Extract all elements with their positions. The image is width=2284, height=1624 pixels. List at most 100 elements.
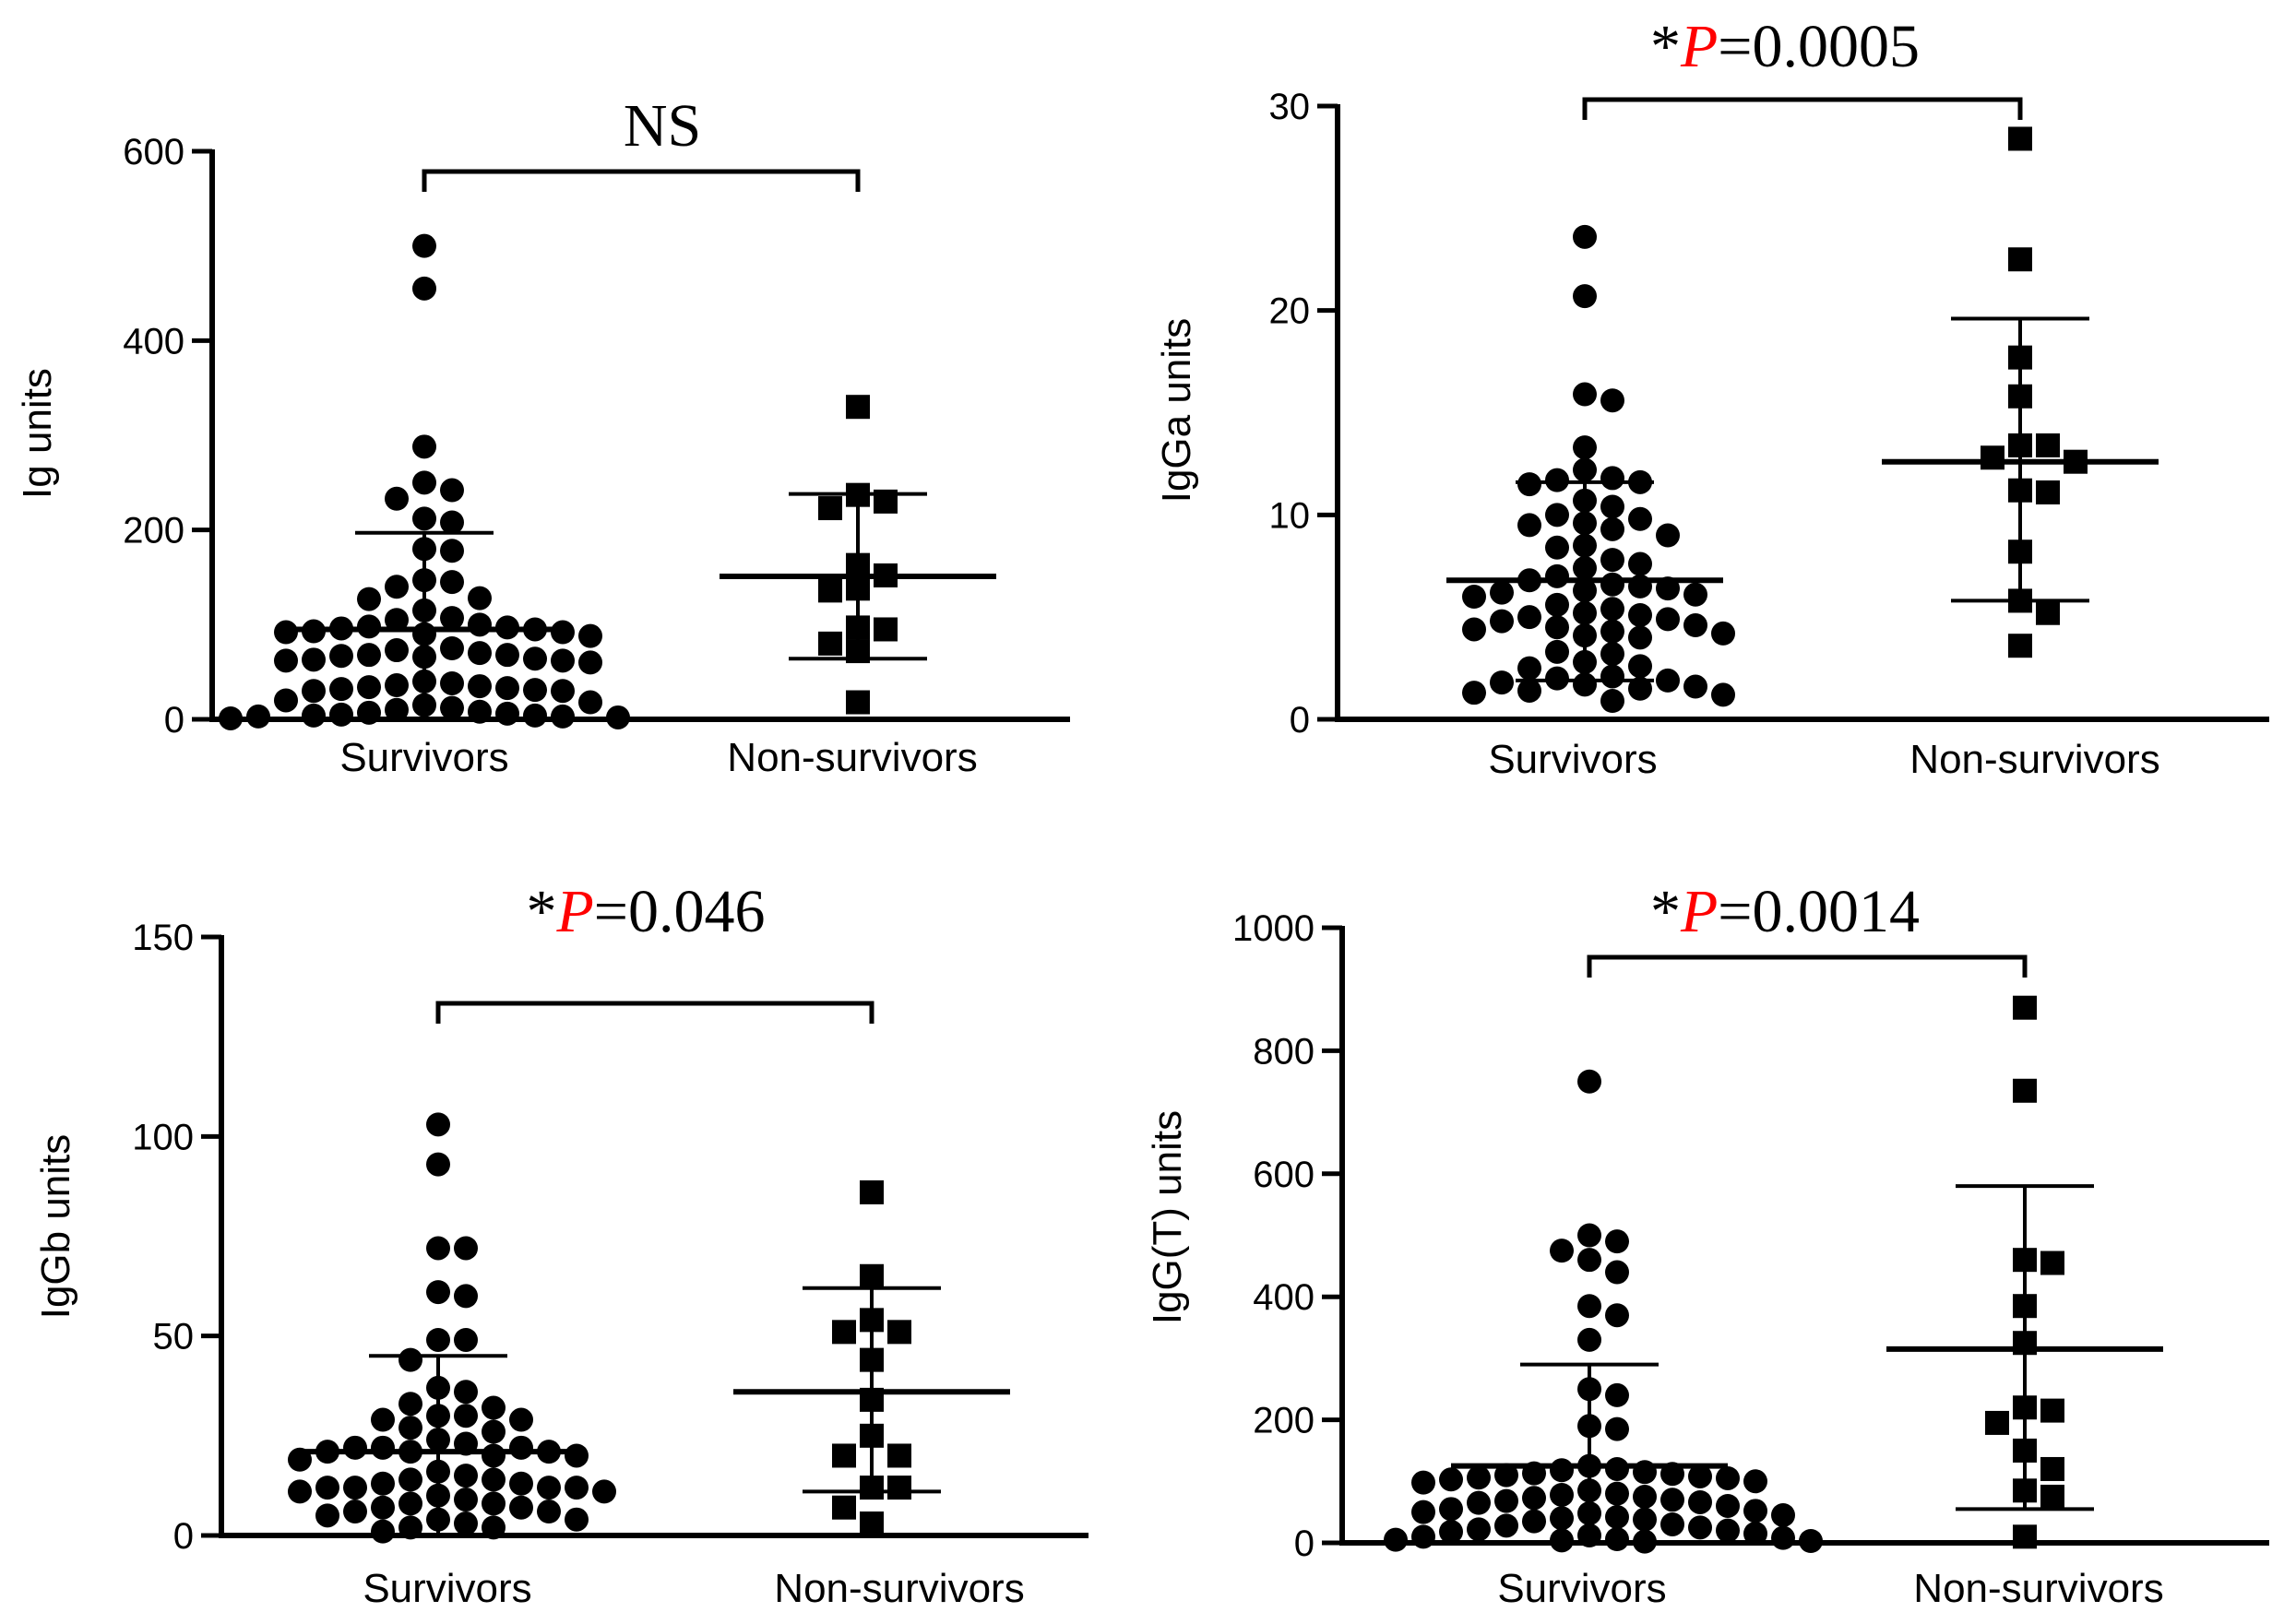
data-point (468, 586, 492, 610)
data-point (482, 1491, 506, 1516)
data-point (1517, 513, 1541, 538)
data-point (846, 690, 870, 715)
y-tick-label-1: 200 (123, 511, 184, 551)
series-non-survivors (1886, 995, 2163, 1549)
data-point (578, 690, 602, 715)
data-point (1711, 682, 1735, 707)
panel-iggt: IgG(T) units 0 200 400 600 800 1000 Survivors… (1145, 878, 2269, 1611)
y-axis-title: IgG(T) units (1145, 1110, 1190, 1324)
y-tick-label-2: 20 (1269, 291, 1311, 332)
data-point (371, 1519, 395, 1544)
data-point (592, 1479, 616, 1504)
data-point (860, 1263, 884, 1288)
data-point (482, 1443, 506, 1468)
data-point (1600, 619, 1624, 644)
y-axis-title: IgGb units (33, 1134, 78, 1320)
y-tick-label-1: 10 (1269, 495, 1311, 536)
data-point (426, 1112, 450, 1137)
data-point (274, 620, 298, 645)
data-point (1716, 1465, 1740, 1490)
data-point (887, 1320, 911, 1345)
y-axis-title: Ig units (15, 368, 60, 499)
data-point (246, 704, 270, 729)
data-point (1462, 681, 1486, 705)
data-point (385, 575, 409, 599)
data-point (495, 701, 519, 726)
x-label-survivors: Survivors (363, 1566, 531, 1611)
data-point (454, 1284, 478, 1309)
data-point (329, 644, 353, 669)
data-point (1711, 621, 1735, 646)
data-point (315, 1476, 339, 1500)
data-point (440, 570, 464, 595)
data-point (482, 1467, 506, 1492)
data-point (1600, 689, 1624, 714)
data-point (1628, 625, 1652, 650)
data-point (1628, 551, 1652, 576)
data-point (1743, 1499, 1767, 1523)
data-point (1628, 676, 1652, 701)
data-point (1605, 1526, 1629, 1551)
data-point (1517, 656, 1541, 681)
y-axis-title: IgGa units (1154, 318, 1199, 504)
data-point (1600, 642, 1624, 667)
data-point (482, 1515, 506, 1540)
data-point (523, 646, 547, 671)
data-point (1600, 548, 1624, 573)
data-point (302, 679, 326, 704)
data-point (1467, 1517, 1491, 1542)
y-axis-ticks: 0 10 20 30 (1269, 87, 1338, 741)
data-point (399, 1347, 422, 1372)
series-survivors (1384, 1069, 1823, 1554)
data-point (2040, 1456, 2064, 1481)
data-point (219, 705, 243, 730)
data-point (357, 643, 381, 668)
data-point (887, 1443, 911, 1468)
panel-ig: Ig units 0 200 400 600 Survivors Non-surviv… (15, 92, 1070, 780)
data-point (1550, 1528, 1574, 1553)
data-point (454, 1511, 478, 1536)
data-point (385, 486, 409, 511)
data-point (440, 636, 464, 660)
data-point (1577, 1248, 1601, 1273)
data-point (1550, 1239, 1574, 1263)
significance-text: =0.0014 (1718, 878, 1920, 945)
data-point (1545, 639, 1569, 664)
data-point (1743, 1521, 1767, 1546)
data-point (1411, 1470, 1435, 1495)
data-point (288, 1479, 312, 1504)
significance-label: *P=0.0005 (1650, 13, 1920, 80)
data-point (1545, 615, 1569, 640)
data-point (1577, 1294, 1601, 1319)
data-point (1577, 1327, 1601, 1352)
data-point (1462, 585, 1486, 609)
y-tick-label-4: 800 (1253, 1031, 1314, 1072)
data-point (412, 276, 436, 301)
data-point (551, 679, 575, 704)
data-point (1522, 1486, 1546, 1511)
data-point (1577, 1223, 1601, 1248)
data-point (523, 678, 547, 703)
data-point (468, 674, 492, 699)
data-point (412, 470, 436, 495)
data-point (1494, 1463, 1518, 1488)
data-point (1600, 516, 1624, 541)
data-point (412, 233, 436, 258)
series-non-survivors (1882, 126, 2159, 658)
data-point (2008, 247, 2032, 272)
data-point (440, 510, 464, 535)
x-label-survivors: Survivors (1488, 737, 1657, 782)
data-point (440, 670, 464, 695)
data-point (482, 1395, 506, 1420)
series-non-survivors (733, 1179, 1010, 1536)
x-label-non-survivors: Non-survivors (1913, 1566, 2163, 1611)
y-tick-label-3: 150 (132, 918, 194, 958)
data-point (454, 1380, 478, 1405)
data-point (551, 620, 575, 645)
data-point (426, 1280, 450, 1305)
data-point (846, 395, 870, 420)
data-marks (219, 233, 996, 730)
data-point (357, 587, 381, 611)
data-point (426, 1152, 450, 1177)
data-point (1799, 1528, 1823, 1553)
